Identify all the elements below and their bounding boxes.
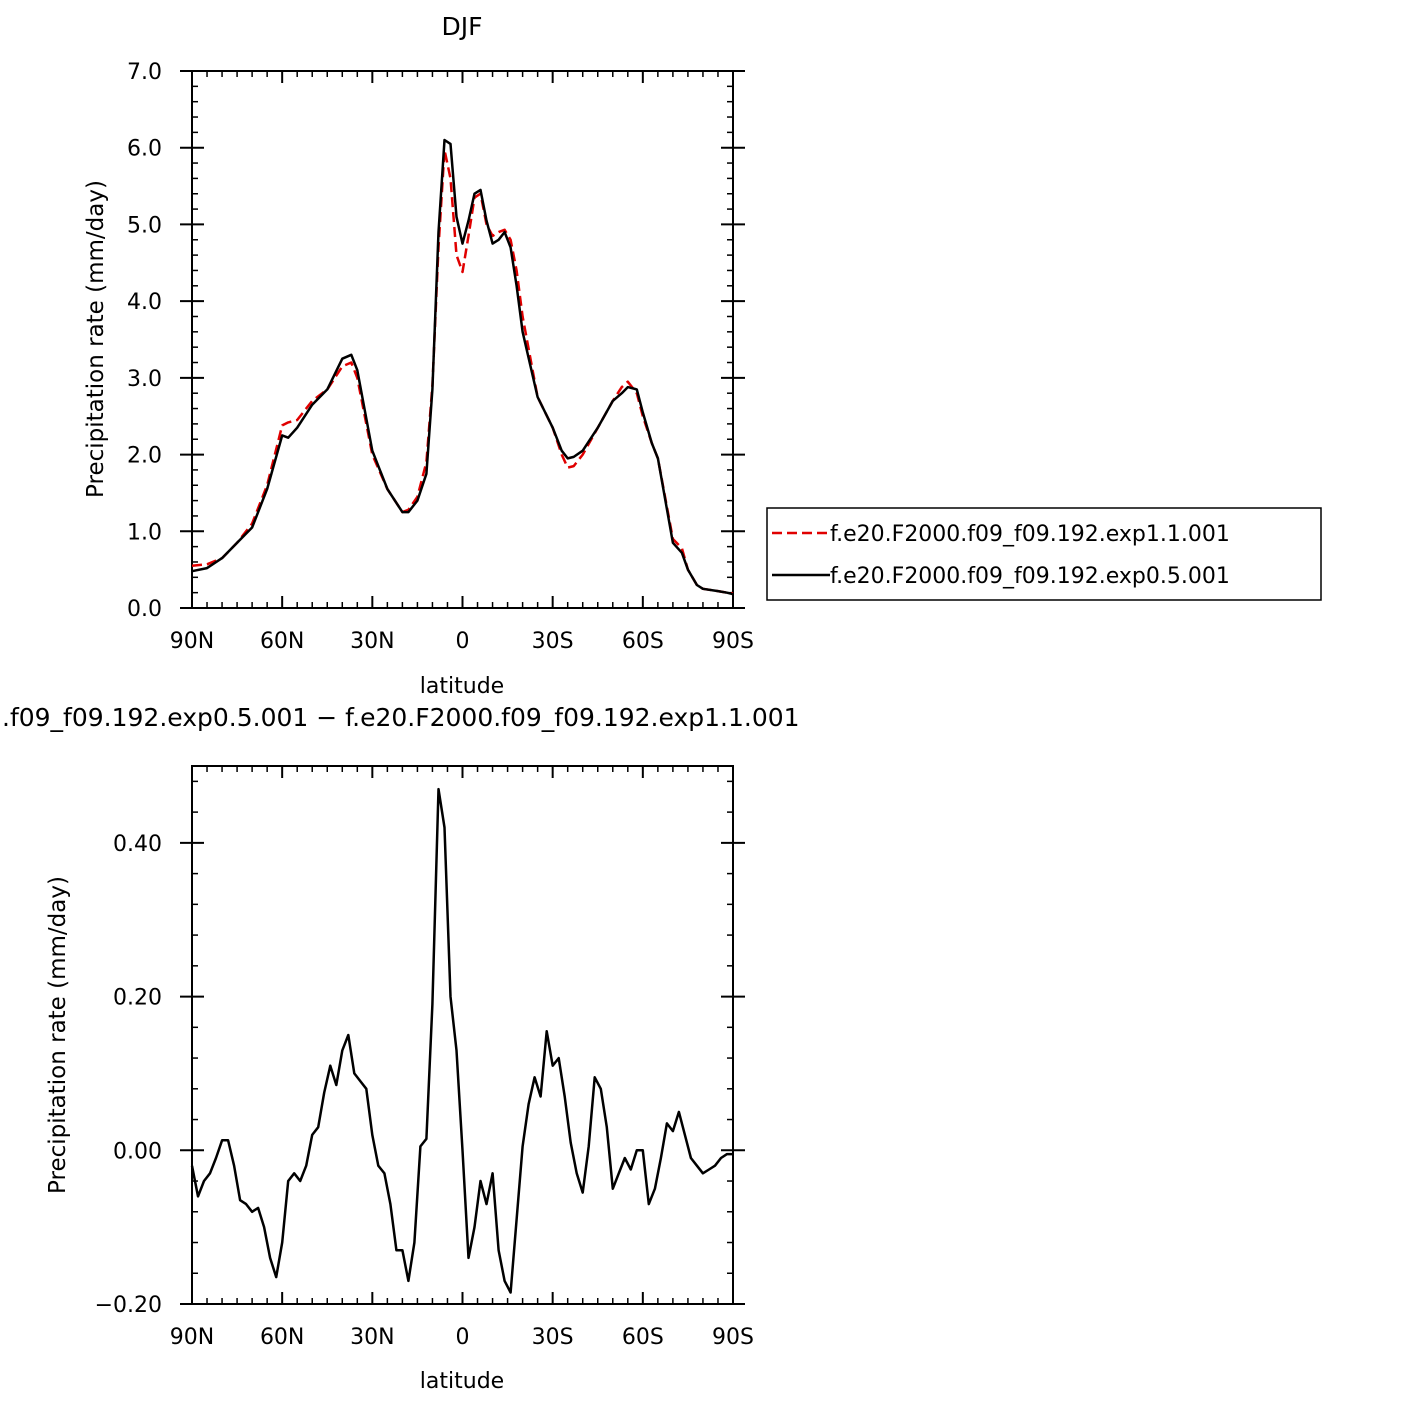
bottom-chart-title: .f09_f09.192.exp0.5.001 − f.e20.F2000.f0… — [2, 703, 800, 732]
top-chart-y-tick-label: 7.0 — [127, 60, 162, 85]
top-chart-title: DJF — [441, 12, 482, 41]
top-chart-y-axis-label: Precipitation rate (mm/day) — [83, 180, 109, 498]
bottom-chart-y-tick-label: 0.20 — [113, 986, 162, 1011]
top-chart-x-tick-label: 30S — [532, 629, 574, 654]
top-chart-x-tick-label: 0 — [456, 629, 470, 654]
top-chart-series-line-1 — [191, 138, 734, 596]
legend-label-exp05: f.e20.F2000.f09_f09.192.exp0.5.001 — [830, 564, 1230, 589]
top-chart-y-tick-label: 2.0 — [127, 444, 162, 469]
top-chart-x-tick-label: 30N — [350, 629, 394, 654]
bottom-chart-x-tick-label: 30N — [350, 1325, 394, 1350]
bottom-chart-y-tick-label: −0.20 — [95, 1293, 162, 1318]
top-chart-x-tick-label: 60N — [260, 629, 304, 654]
top-chart-x-axis-label: latitude — [420, 674, 504, 699]
bottom-chart-y-tick-label: 0.40 — [113, 832, 162, 857]
top-chart-y-tick-label: 0.0 — [127, 597, 162, 622]
top-chart-y-tick-label: 1.0 — [127, 520, 162, 545]
top-chart: DJF 90N 60N 30N 0 30S 60S 90S 0.0 1.0 2.0 3.0 4.0 5.… — [83, 12, 754, 699]
bottom-chart-series-line-0 — [190, 787, 733, 1294]
top-chart-y-tick-label: 3.0 — [127, 367, 162, 392]
top-chart-x-tick-label: 90N — [170, 629, 214, 654]
bottom-chart-y-axis-label: Precipitation rate (mm/day) — [45, 876, 71, 1194]
top-chart-series-line-0 — [191, 148, 734, 595]
legend-box — [766, 507, 1322, 601]
top-chart-y-tick-label: 5.0 — [127, 213, 162, 238]
bottom-chart-x-tick-label: 90S — [712, 1325, 754, 1350]
bottom-chart-x-tick-label: 60S — [622, 1325, 664, 1350]
bottom-chart-plot-frame — [191, 765, 734, 1305]
bottom-chart-x-tick-label: 30S — [532, 1325, 574, 1350]
bottom-chart-x-tick-label: 60N — [260, 1325, 304, 1350]
top-chart-x-tick-label: 60S — [622, 629, 664, 654]
bottom-chart-x-axis-label: latitude — [420, 1369, 504, 1394]
top-chart-plot-frame — [191, 70, 734, 609]
top-chart-y-tick-label: 4.0 — [127, 290, 162, 315]
legend: f.e20.F2000.f09_f09.192.exp1.1.001 f.e20… — [766, 507, 1322, 601]
bottom-chart-x-tick-label: 0 — [456, 1325, 470, 1350]
bottom-chart-x-tick-label: 90N — [170, 1325, 214, 1350]
top-chart-y-tick-label: 6.0 — [127, 137, 162, 162]
bottom-chart: .f09_f09.192.exp0.5.001 − f.e20.F2000.f0… — [2, 703, 800, 1394]
top-chart-x-tick-label: 90S — [712, 629, 754, 654]
legend-label-exp1: f.e20.F2000.f09_f09.192.exp1.1.001 — [830, 522, 1230, 547]
bottom-chart-y-tick-label: 0.00 — [113, 1139, 162, 1164]
